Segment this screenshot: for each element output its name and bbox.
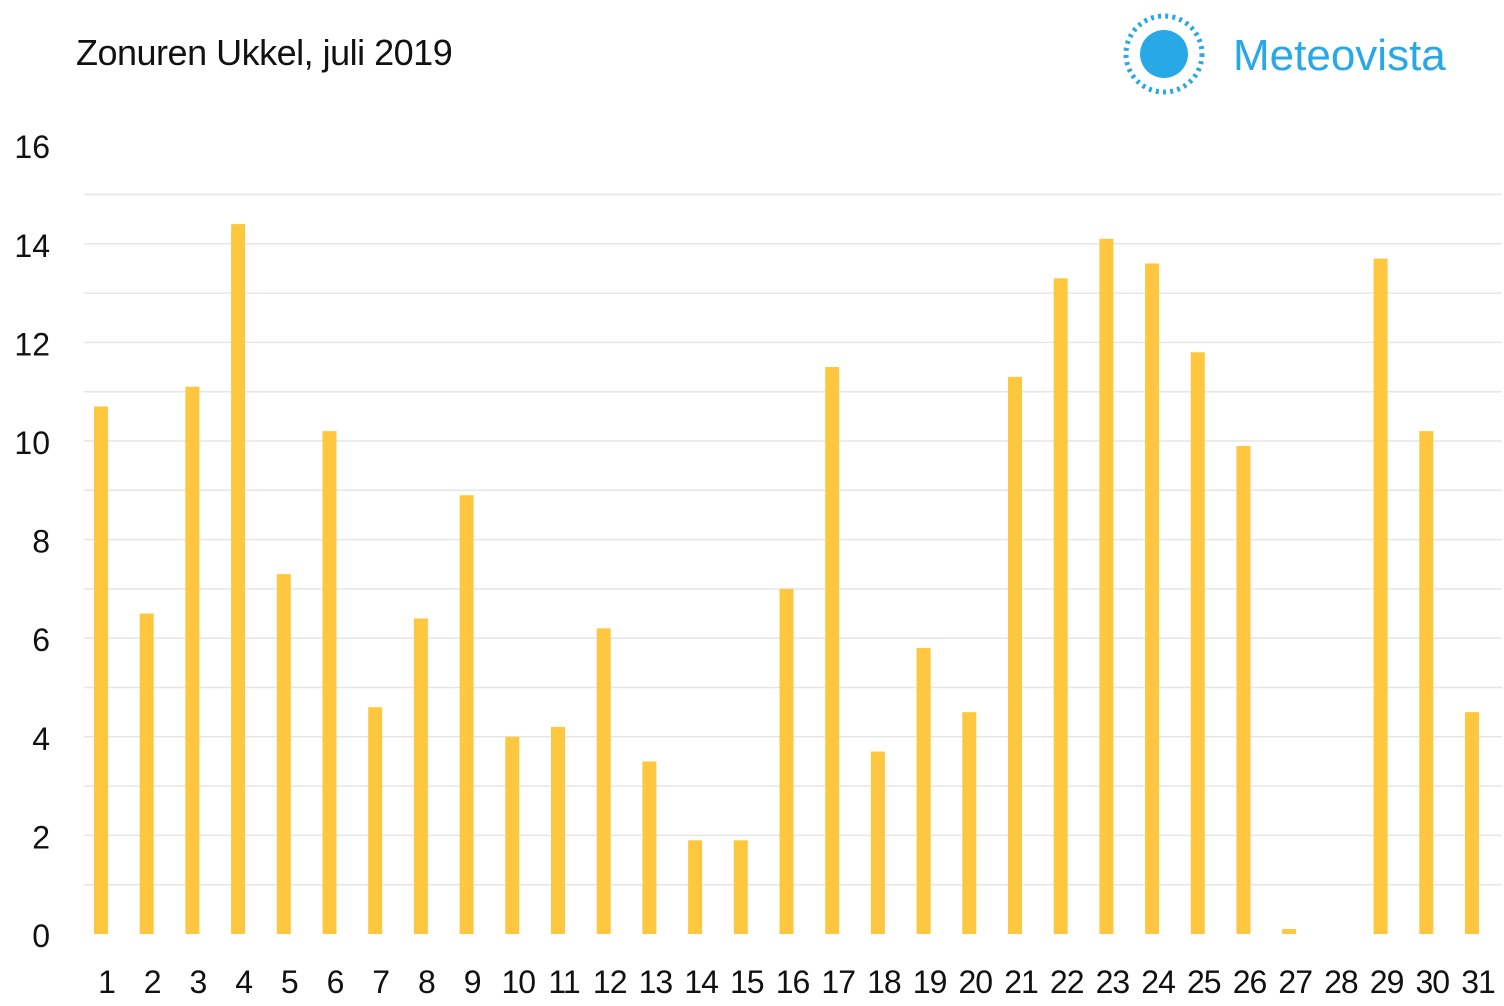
x-tick-label: 31 [1461,964,1495,1000]
y-tick-label: 10 [14,425,50,461]
bar-31 [1465,712,1479,934]
bar-30 [1419,431,1434,934]
y-tick-label: 6 [32,622,50,658]
bar-25 [1190,352,1205,934]
x-tick-label: 4 [235,964,253,1000]
bar-3 [185,386,200,934]
bar-4 [231,224,246,934]
x-tick-label: 27 [1278,964,1312,1000]
x-tick-label: 1 [98,964,116,1000]
x-tick-label: 11 [548,964,579,1000]
bar-16 [779,588,794,934]
brand-logo: Meteovista [1118,8,1502,104]
bar-19 [916,648,931,934]
bar-26 [1236,445,1251,934]
bar-13 [642,761,657,934]
x-tick-label: 25 [1187,964,1221,1000]
x-tick-label: 13 [639,964,673,1000]
bar-20 [962,712,977,934]
x-tick-label: 5 [281,964,299,1000]
bars [94,224,1479,935]
bar-8 [413,618,428,934]
x-tick-label: 15 [730,964,764,1000]
x-tick-label: 20 [959,964,993,1000]
bar-17 [825,367,840,934]
x-tick-label: 29 [1370,964,1404,1000]
x-tick-label: 24 [1141,964,1175,1000]
x-tick-label: 23 [1096,964,1130,1000]
brand-name: Meteovista [1233,31,1446,80]
y-axis: 0 2 4 6 8 10 12 14 16 [14,129,50,954]
x-tick-label: 14 [684,964,718,1000]
bar-2 [139,613,154,934]
x-tick-label: 28 [1324,964,1358,1000]
x-tick-label: 26 [1233,964,1267,1000]
x-tick-label: 18 [867,964,901,1000]
bar-22 [1053,278,1068,934]
x-tick-label: 22 [1050,964,1084,1000]
y-tick-label: 16 [14,129,50,165]
y-tick-label: 0 [32,918,50,954]
x-tick-label: 9 [464,964,482,1000]
x-tick-label: 2 [144,964,162,1000]
bar-24 [1145,263,1160,934]
bar-18 [870,751,885,934]
x-tick-label: 19 [913,964,947,1000]
x-tick-label: 12 [593,964,627,1000]
x-tick-label: 7 [372,964,390,1000]
chart-title: Zonuren Ukkel, juli 2019 [76,32,453,73]
bar-23 [1099,238,1114,934]
bar-1 [94,406,108,934]
x-tick-label: 16 [776,964,810,1000]
y-tick-label: 2 [32,819,50,855]
bar-12 [596,628,611,934]
x-tick-label: 30 [1416,964,1450,1000]
x-tick-label: 10 [502,964,536,1000]
bar-10 [505,736,520,934]
x-axis: 1 2 3 4 5 6 7 8 9 10 11 12 13 14 15 16 17 18 19 20 21 22 23 24 2… [98,964,1496,1000]
bar-27 [1282,929,1297,934]
sun-icon [1123,13,1205,95]
x-tick-label: 3 [190,964,208,1000]
bar-11 [551,726,565,934]
y-tick-label: 14 [14,228,50,264]
bar-9 [459,495,474,934]
x-tick-label: 21 [1004,964,1038,1000]
bar-21 [1008,376,1022,934]
bar-14 [688,840,703,934]
y-tick-label: 8 [32,524,50,560]
bar-6 [322,431,337,934]
bar-5 [276,574,291,934]
x-tick-label: 8 [418,964,436,1000]
bar-7 [368,707,383,934]
y-tick-label: 12 [14,326,50,362]
y-tick-label: 4 [32,721,50,757]
x-tick-label: 6 [327,964,345,1000]
bar-29 [1373,258,1388,935]
x-tick-label: 17 [821,964,855,1000]
bar-15 [733,840,748,934]
